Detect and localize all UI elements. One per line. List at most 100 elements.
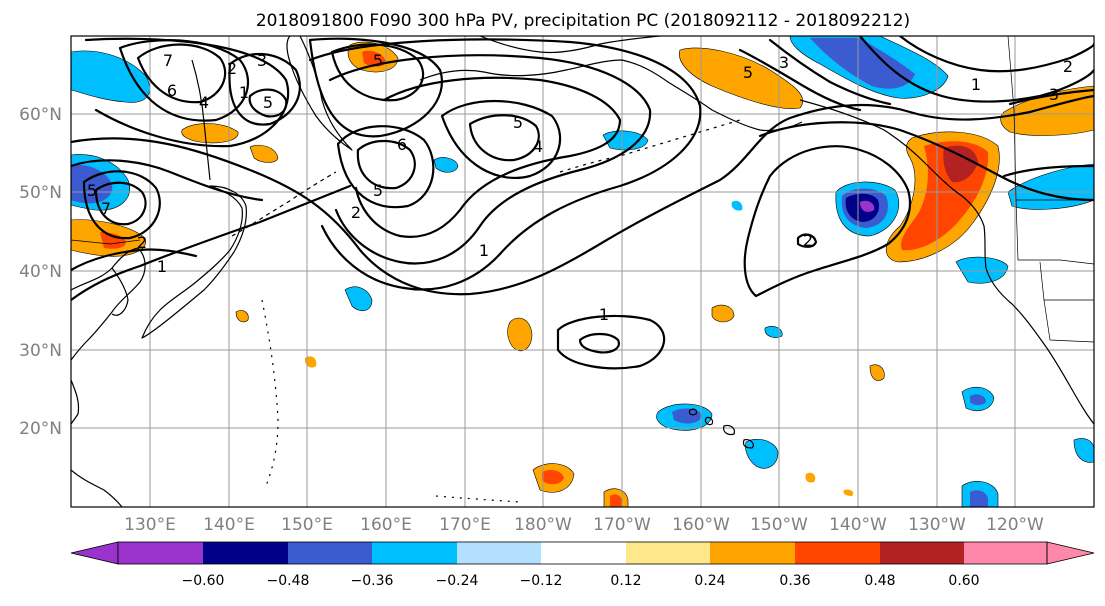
- lat-label: 40°N: [19, 262, 62, 282]
- precip-blob-positive: [362, 50, 386, 67]
- precip-blob-negative: [860, 200, 875, 212]
- colorbar-tick-label: 0.48: [864, 573, 895, 589]
- graticule: [71, 36, 1094, 507]
- pv-contour-label: 2: [1063, 57, 1073, 76]
- pv-contour-line: [796, 233, 818, 248]
- lon-label: 140°E: [203, 515, 255, 535]
- colorbar-segment: [372, 542, 457, 564]
- pv-contour-label: 2: [137, 233, 147, 252]
- precip-blob-negative: [433, 157, 459, 173]
- precip-shading: [71, 36, 1094, 507]
- pv-contour-line: [228, 52, 301, 126]
- pv-contour-label: 4: [533, 137, 543, 156]
- colorbar-tick-label: 0.36: [779, 573, 810, 589]
- precip-blob-negative: [970, 394, 986, 405]
- pv-contour-line: [578, 332, 620, 354]
- lat-label: 50°N: [19, 183, 62, 203]
- pv-contour-line: [758, 121, 1094, 202]
- coastline-hawaii: [723, 424, 735, 436]
- pv-contour-line: [328, 54, 652, 265]
- pv-contour-line: [94, 181, 147, 226]
- pv-contour-label: 1: [157, 257, 167, 276]
- coastline-islands: [261, 299, 279, 487]
- pv-contour-label: 2: [351, 203, 361, 222]
- pv-contour-label: 7: [163, 51, 173, 70]
- map-frame: [70, 35, 1095, 508]
- lon-label: 120°W: [986, 515, 1044, 535]
- borders: [71, 36, 1094, 343]
- pv-contour-line: [743, 145, 912, 298]
- pv-contour-line: [71, 94, 1094, 296]
- pv-contour-label: 2: [803, 231, 813, 250]
- precip-blob-positive: [542, 470, 564, 485]
- lat-axis: 60°N 50°N 40°N 30°N 20°N: [19, 105, 62, 439]
- pv-contour-label: 5: [373, 51, 383, 70]
- lon-label: 180°W: [514, 515, 572, 535]
- precip-blob-negative: [71, 50, 150, 103]
- coastline-asia: [71, 379, 80, 425]
- lon-label: 140°W: [829, 515, 887, 535]
- pv-contour-line: [248, 88, 288, 118]
- colorbar-frame: [117, 541, 1048, 565]
- pv-contour-line: [71, 248, 198, 272]
- colorbar-extend-left: [70, 541, 119, 565]
- colorbar-segment: [541, 542, 626, 564]
- pv-contour-line: [336, 125, 435, 209]
- colorbar-extend-right: [1046, 541, 1095, 565]
- pv-contour-line: [1008, 88, 1094, 106]
- pv-contour-line: [136, 43, 227, 104]
- pv-contour-label: 2: [227, 59, 237, 78]
- pv-contour-label: 6: [167, 81, 177, 100]
- border-line: [1043, 299, 1094, 343]
- colorbar-tick-label: 0.24: [694, 573, 725, 589]
- precip-blob-positive: [711, 304, 735, 323]
- pv-contour-label: 5: [513, 113, 523, 132]
- precip-blob-negative: [344, 286, 373, 312]
- coastline-hawaii: [704, 416, 714, 426]
- colorbar-segment: [880, 542, 964, 564]
- pv-contour-line: [354, 76, 622, 238]
- lon-label: 160°E: [360, 515, 412, 535]
- precip-blob-negative: [764, 326, 783, 338]
- precip-blob-positive: [181, 123, 239, 144]
- coastline-alaska-north: [479, 36, 661, 54]
- lon-label: 170°W: [593, 515, 651, 535]
- pv-contours: [71, 36, 1094, 370]
- colorbar-tick-label: −0.36: [351, 573, 394, 589]
- colorbar-tick-label: −0.60: [182, 573, 225, 589]
- coastline-north-america: [799, 99, 1094, 425]
- pv-contour-label: 3: [257, 51, 267, 70]
- lon-label: 150°W: [750, 515, 808, 535]
- pv-contour-line: [356, 139, 416, 190]
- coastline-hawaii: [742, 439, 754, 449]
- pv-contour-line: [468, 114, 540, 162]
- precip-blob-negative: [955, 256, 1009, 284]
- pv-contour-label: 3: [1049, 85, 1059, 104]
- precip-blob-positive: [610, 494, 622, 507]
- colorbar-segment: [710, 542, 795, 564]
- coastline-hawaii: [688, 408, 698, 416]
- coastline-korea: [111, 267, 129, 316]
- pv-contour-line: [440, 99, 562, 180]
- colorbar-tick-label: −0.48: [267, 573, 310, 589]
- precip-blob-negative: [970, 490, 988, 507]
- pv-contour-line: [556, 314, 666, 370]
- precip-blob-positive: [249, 144, 279, 163]
- pv-contour-label: 1: [479, 241, 489, 260]
- pv-contour-line: [71, 159, 264, 202]
- precip-blob-positive: [235, 310, 249, 323]
- colorbar-tick-label: −0.12: [520, 573, 563, 589]
- coastline-japan: [141, 185, 247, 339]
- pv-contour-label: 1: [599, 305, 609, 324]
- pv-contour-line: [71, 184, 352, 302]
- colorbar-segment: [795, 542, 880, 564]
- lat-label: 30°N: [19, 341, 62, 361]
- coastline-sakhalin: [191, 59, 211, 181]
- border-line: [1015, 199, 1094, 265]
- coastline-asia: [71, 469, 123, 507]
- lon-axis: 130°E 140°E 150°E 160°E 170°E 180°W 170°…: [124, 515, 1044, 535]
- coastline-alaska: [419, 59, 803, 132]
- colorbar-segment: [626, 542, 710, 564]
- precip-blob-negative: [731, 200, 743, 211]
- colorbar-segment: [457, 542, 541, 564]
